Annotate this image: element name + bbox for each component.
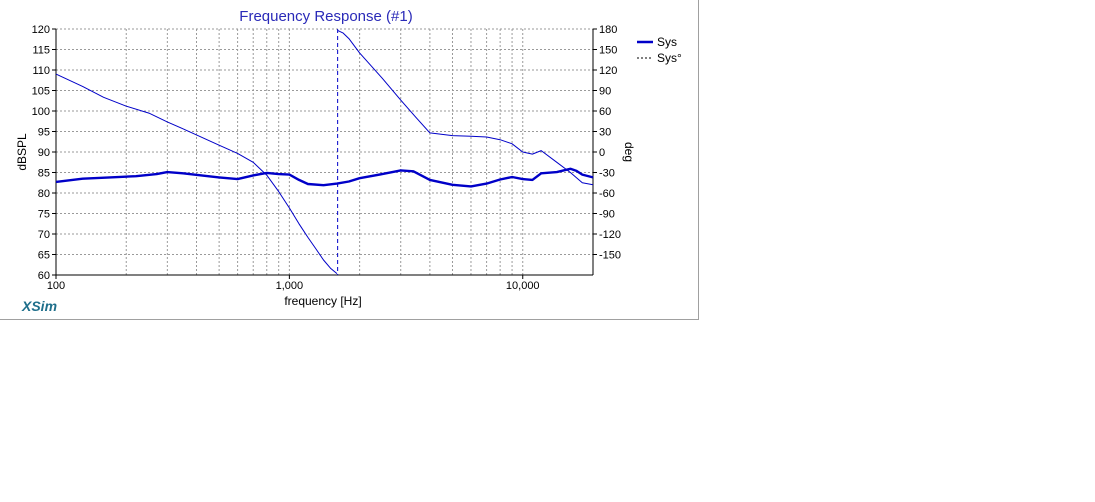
x-tick-label: 1,000 — [276, 280, 304, 292]
y2-tick-label: 0 — [599, 147, 605, 159]
y-tick-label: 65 — [38, 250, 50, 262]
y-tick-label: 105 — [32, 86, 50, 98]
y-tick-label: 60 — [38, 270, 50, 282]
y2-tick-label: -150 — [599, 250, 621, 262]
y2-tick-label: -120 — [599, 229, 621, 241]
y2-axis-label: deg — [622, 142, 636, 162]
y2-tick-label: -60 — [599, 188, 615, 200]
y-tick-label: 100 — [32, 106, 50, 118]
y-tick-label: 120 — [32, 24, 50, 36]
y-tick-label: 70 — [38, 229, 50, 241]
y-tick-label: 85 — [38, 168, 50, 180]
y-axis-label: dBSPL — [15, 133, 29, 171]
chart-panel: Frequency Response (#1) 60 65 70 75 80 85 90 95… — [0, 0, 699, 320]
y2-tick-label: 180 — [599, 24, 617, 36]
y2-tick-label: 150 — [599, 45, 617, 57]
y2-tick-label: -90 — [599, 209, 615, 221]
frequency-response-chart: Frequency Response (#1) 60 65 70 75 80 85 90 95… — [15, 8, 682, 308]
axis-layer: 60 65 70 75 80 85 90 95 100 105 110 115 120 -150 -120 -… — [32, 24, 621, 292]
legend-label-sys-phase: Sys° — [657, 51, 682, 65]
x-axis-label: frequency [Hz] — [284, 294, 361, 308]
legend-label-sys: Sys — [657, 35, 677, 49]
y-tick-label: 75 — [38, 209, 50, 221]
y-tick-label: 90 — [38, 147, 50, 159]
y2-tick-label: -30 — [599, 168, 615, 180]
y2-tick-label: 60 — [599, 106, 611, 118]
series-line-sys-phase — [55, 29, 594, 274]
x-tick-label: 10,000 — [506, 280, 540, 292]
y-tick-label: 115 — [32, 45, 50, 57]
y2-tick-label: 30 — [599, 127, 611, 139]
y-tick-label: 80 — [38, 188, 50, 200]
series-line-sys — [55, 167, 594, 188]
legend: Sys Sys° — [637, 35, 682, 65]
chart-title: Frequency Response (#1) — [239, 8, 412, 25]
x-tick-label: 100 — [47, 280, 65, 292]
y2-tick-label: 90 — [599, 86, 611, 98]
y2-tick-label: 120 — [599, 65, 617, 77]
xsim-logo: XSim — [22, 298, 58, 314]
y-tick-label: 110 — [32, 65, 50, 77]
y-tick-label: 95 — [38, 127, 50, 139]
series-layer — [55, 29, 594, 275]
grid-layer — [55, 28, 594, 276]
